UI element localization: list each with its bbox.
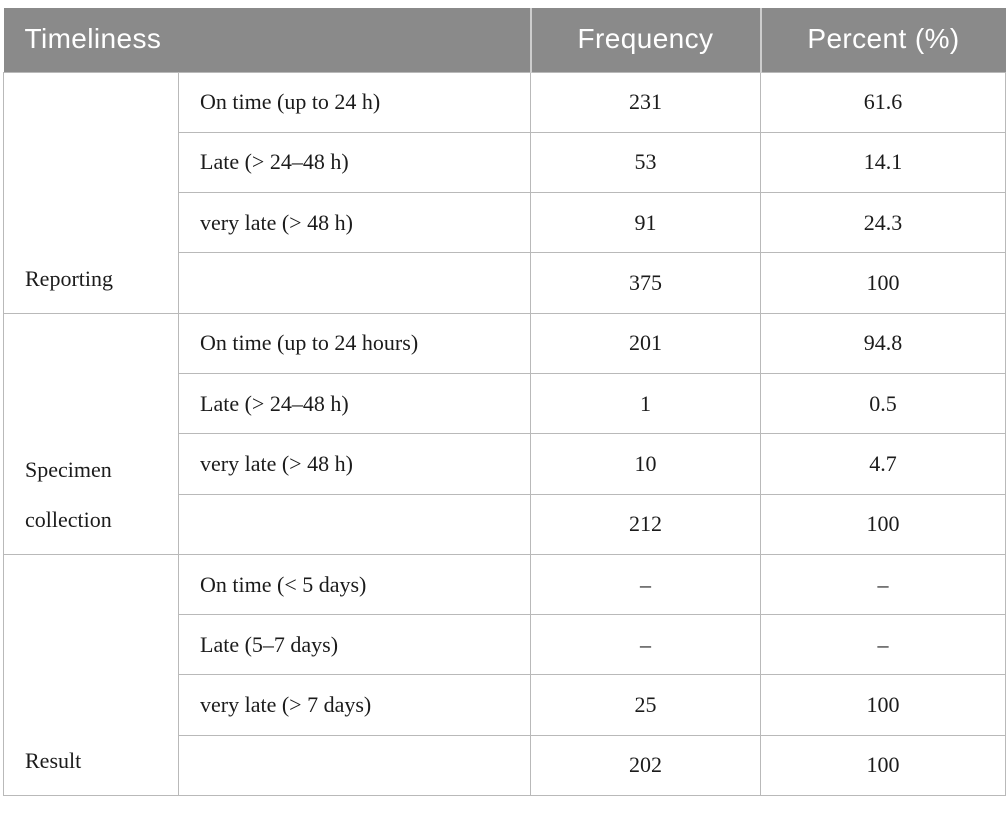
- category-cell: Late (> 24–48 h): [178, 372, 531, 435]
- frequency-cell: 25: [530, 674, 761, 736]
- frequency-cell: –: [530, 553, 761, 616]
- percent-cell: 61.6: [760, 71, 1006, 133]
- frequency-cell: 231: [530, 71, 761, 133]
- table-row-total: 202 100: [4, 734, 1006, 797]
- category-cell: very late (> 7 days): [178, 674, 531, 736]
- category-cell: [178, 493, 531, 555]
- frequency-cell: 91: [530, 192, 761, 254]
- percent-cell: 100: [760, 252, 1006, 314]
- percent-cell: 0.5: [760, 372, 1006, 435]
- category-cell: Late (5–7 days): [178, 614, 531, 676]
- frequency-cell: 375: [530, 252, 761, 314]
- table-row-total: 212 100: [4, 493, 1006, 555]
- percent-cell: 24.3: [760, 192, 1006, 254]
- header-percent: Percent (%): [759, 8, 1006, 72]
- category-cell: On time (up to 24 hours): [178, 312, 531, 374]
- table-row: Late (> 24–48 h) 1 0.5: [4, 372, 1006, 435]
- frequency-cell: 10: [530, 433, 761, 495]
- group-label-result: Result: [3, 553, 179, 797]
- table-row: Specimen collection On time (up to 24 ho…: [3, 312, 1006, 555]
- frequency-cell: 201: [530, 312, 761, 374]
- percent-cell: 14.1: [760, 131, 1006, 194]
- category-cell: [178, 252, 531, 314]
- frequency-cell: –: [530, 614, 761, 676]
- header-frequency: Frequency: [529, 8, 761, 72]
- table-row-total: 375 100: [4, 252, 1006, 314]
- category-cell: Late (> 24–48 h): [178, 131, 531, 194]
- percent-cell: 100: [760, 493, 1006, 555]
- header-timeliness: Timeliness: [3, 8, 531, 72]
- table-row: very late (> 48 h) 91 24.3: [4, 192, 1006, 254]
- table-row: Reporting On time (up to 24 h) 231 61.6: [3, 71, 1006, 314]
- percent-cell: –: [760, 614, 1006, 676]
- table-header-row: Timeliness Frequency Percent (%): [3, 8, 1006, 72]
- timeliness-table-grid: Timeliness Frequency Percent (%) Reporti…: [3, 8, 1006, 797]
- percent-cell: –: [760, 553, 1006, 616]
- percent-cell: 4.7: [760, 433, 1006, 495]
- frequency-cell: 212: [530, 493, 761, 555]
- category-cell: [178, 734, 531, 797]
- frequency-cell: 202: [530, 734, 761, 797]
- frequency-cell: 53: [530, 131, 761, 194]
- timeliness-table: Timeliness Frequency Percent (%) Reporti…: [3, 8, 1006, 797]
- table-row: Late (> 24–48 h) 53 14.1: [4, 131, 1006, 194]
- group-label-specimen-collection: Specimen collection: [3, 312, 179, 555]
- category-cell: On time (< 5 days): [178, 553, 531, 616]
- group-label-reporting: Reporting: [3, 71, 179, 314]
- table-row: Late (5–7 days) – –: [4, 614, 1006, 676]
- percent-cell: 100: [760, 734, 1006, 797]
- category-cell: very late (> 48 h): [178, 192, 531, 254]
- percent-cell: 94.8: [760, 312, 1006, 374]
- table-row: Result On time (< 5 days) – –: [3, 553, 1006, 797]
- category-cell: On time (up to 24 h): [178, 71, 531, 133]
- category-cell: very late (> 48 h): [178, 433, 531, 495]
- percent-cell: 100: [760, 674, 1006, 736]
- frequency-cell: 1: [530, 372, 761, 435]
- table-row: very late (> 7 days) 25 100: [4, 674, 1006, 736]
